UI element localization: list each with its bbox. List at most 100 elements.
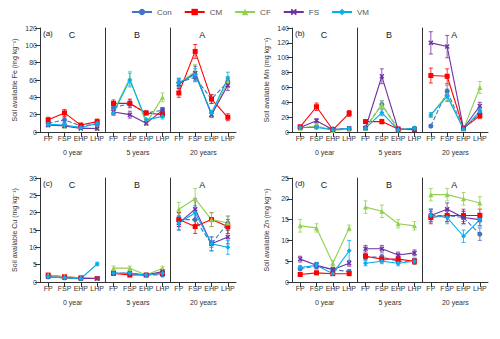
svg-text:20 years: 20 years — [190, 299, 217, 307]
svg-text:A: A — [199, 30, 205, 40]
svg-text:FP: FP — [426, 135, 435, 142]
svg-text:EHP: EHP — [456, 135, 471, 142]
svg-text:0: 0 — [33, 279, 37, 286]
svg-text:LHP: LHP — [408, 135, 422, 142]
svg-text:20: 20 — [29, 111, 37, 118]
svg-text:EHP: EHP — [326, 135, 341, 142]
svg-text:FSP: FSP — [440, 135, 454, 142]
svg-text:Con: Con — [157, 8, 172, 17]
svg-text:Soil available Zn (mg kg⁻¹): Soil available Zn (mg kg⁻¹) — [263, 188, 271, 271]
svg-text:0 year: 0 year — [63, 299, 83, 307]
svg-text:EHP: EHP — [326, 285, 341, 292]
svg-text:(b): (b) — [295, 29, 305, 38]
svg-text:FSP: FSP — [440, 285, 454, 292]
svg-text:10: 10 — [29, 244, 37, 251]
svg-text:C: C — [321, 30, 328, 40]
svg-text:EHP: EHP — [139, 135, 154, 142]
svg-text:VM: VM — [357, 8, 369, 17]
svg-text:A: A — [199, 180, 205, 190]
svg-text:0: 0 — [285, 279, 289, 286]
svg-text:80: 80 — [29, 59, 37, 66]
svg-text:LHP: LHP — [342, 135, 356, 142]
svg-text:0: 0 — [285, 129, 289, 136]
svg-text:(d): (d) — [295, 179, 305, 188]
svg-text:EHP: EHP — [74, 285, 89, 292]
svg-text:FP: FP — [296, 285, 305, 292]
svg-text:LHP: LHP — [473, 135, 487, 142]
svg-text:LHP: LHP — [408, 285, 422, 292]
svg-text:LHP: LHP — [473, 285, 487, 292]
svg-text:100: 100 — [277, 54, 289, 61]
svg-text:120: 120 — [277, 39, 289, 46]
svg-text:FSP: FSP — [375, 285, 389, 292]
svg-text:30: 30 — [29, 175, 37, 182]
svg-text:FP: FP — [44, 285, 53, 292]
svg-text:Soil available Cu (mg kg⁻¹): Soil available Cu (mg kg⁻¹) — [11, 188, 19, 272]
svg-text:20: 20 — [29, 209, 37, 216]
svg-text:LHP: LHP — [221, 135, 235, 142]
svg-text:LHP: LHP — [90, 285, 104, 292]
svg-text:100: 100 — [25, 42, 37, 49]
svg-text:FSP: FSP — [188, 285, 202, 292]
svg-text:CM: CM — [210, 8, 223, 17]
svg-text:15: 15 — [29, 227, 37, 234]
svg-text:15: 15 — [281, 216, 289, 223]
svg-text:25: 25 — [281, 175, 289, 182]
svg-text:FSP: FSP — [375, 135, 389, 142]
svg-text:20: 20 — [281, 195, 289, 202]
svg-text:FP: FP — [109, 285, 118, 292]
svg-text:60: 60 — [281, 84, 289, 91]
svg-text:20 years: 20 years — [190, 149, 217, 157]
svg-text:FP: FP — [426, 285, 435, 292]
svg-text:25: 25 — [29, 192, 37, 199]
svg-text:5 years: 5 years — [379, 299, 402, 307]
svg-text:FSP: FSP — [188, 135, 202, 142]
svg-text:(c): (c) — [43, 179, 53, 188]
svg-text:FP: FP — [44, 135, 53, 142]
svg-text:B: B — [134, 30, 140, 40]
svg-text:A: A — [451, 30, 457, 40]
svg-text:FP: FP — [361, 285, 370, 292]
svg-text:0 year: 0 year — [63, 149, 83, 157]
svg-text:5 years: 5 years — [127, 299, 150, 307]
svg-text:10: 10 — [281, 237, 289, 244]
svg-text:FP: FP — [174, 135, 183, 142]
svg-text:FSP: FSP — [123, 285, 137, 292]
svg-text:LHP: LHP — [90, 135, 104, 142]
svg-text:EHP: EHP — [139, 285, 154, 292]
svg-text:EHP: EHP — [391, 285, 406, 292]
svg-text:40: 40 — [281, 99, 289, 106]
svg-text:140: 140 — [277, 25, 289, 32]
svg-text:FSP: FSP — [58, 135, 72, 142]
svg-text:(a): (a) — [43, 29, 53, 38]
svg-text:Soil available Fe (mg kg⁻¹): Soil available Fe (mg kg⁻¹) — [11, 38, 19, 121]
svg-text:B: B — [386, 30, 392, 40]
svg-text:LHP: LHP — [156, 135, 170, 142]
svg-text:A: A — [451, 180, 457, 190]
svg-text:EHP: EHP — [204, 285, 219, 292]
svg-text:LHP: LHP — [342, 285, 356, 292]
svg-text:CF: CF — [260, 8, 271, 17]
svg-text:LHP: LHP — [221, 285, 235, 292]
svg-text:80: 80 — [281, 69, 289, 76]
svg-text:FP: FP — [109, 135, 118, 142]
svg-text:EHP: EHP — [456, 285, 471, 292]
svg-text:5: 5 — [285, 258, 289, 265]
svg-text:FP: FP — [361, 135, 370, 142]
svg-text:B: B — [134, 180, 140, 190]
svg-text:0: 0 — [33, 129, 37, 136]
svg-text:FSP: FSP — [123, 135, 137, 142]
svg-text:C: C — [69, 30, 76, 40]
svg-text:FP: FP — [174, 285, 183, 292]
svg-text:120: 120 — [25, 25, 37, 32]
svg-text:5 years: 5 years — [379, 149, 402, 157]
svg-text:Soil available Mn (mg kg⁻¹): Soil available Mn (mg kg⁻¹) — [263, 38, 271, 123]
svg-text:FSP: FSP — [310, 285, 324, 292]
svg-text:C: C — [321, 180, 328, 190]
svg-text:FS: FS — [309, 8, 319, 17]
svg-text:LHP: LHP — [156, 285, 170, 292]
svg-text:C: C — [69, 180, 76, 190]
svg-text:20: 20 — [281, 114, 289, 121]
svg-text:20 years: 20 years — [442, 149, 469, 157]
svg-text:0 year: 0 year — [315, 149, 335, 157]
